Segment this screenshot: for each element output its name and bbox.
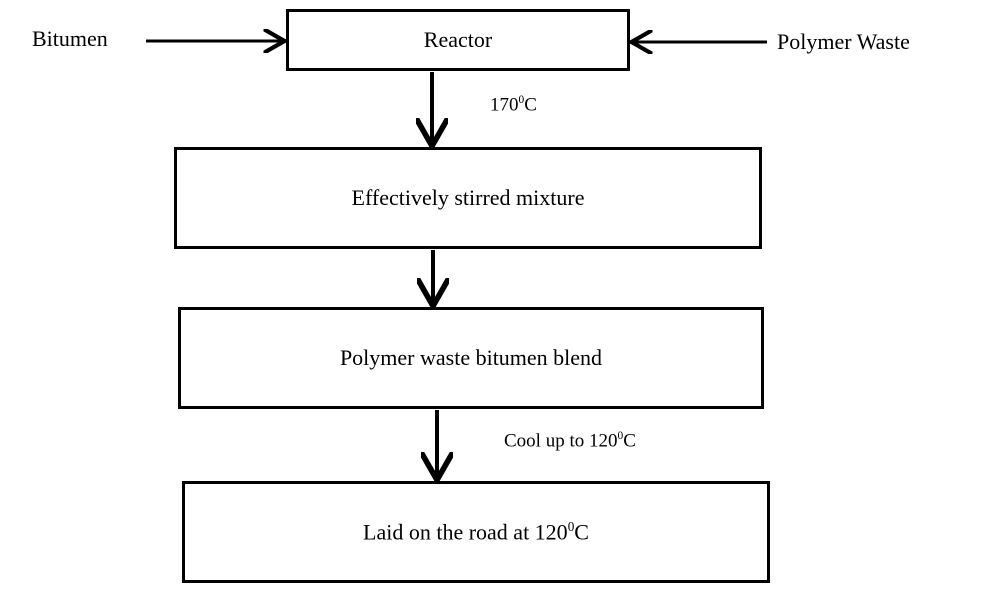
laid-on-road-box: Laid on the road at 1200C [182, 481, 770, 583]
reactor-label: Reactor [423, 27, 493, 52]
laid-degree-mark: 0 [567, 518, 575, 534]
cool-temp-unit: C [623, 430, 636, 452]
bitumen-input-label: Bitumen [32, 26, 108, 51]
reactor-box: Reactor [286, 9, 630, 71]
laid-unit: C [574, 519, 589, 545]
stirred-mixture-label: Effectively stirred mixture [351, 185, 585, 210]
polymer-blend-box: Polymer waste bitumen blend [178, 307, 764, 409]
cool-annotation: Cool up to 1200C [504, 430, 636, 452]
heat-degree-mark: 0 [518, 94, 525, 106]
heat-temp-value: 170 [490, 94, 519, 116]
cool-degree-mark: 0 [617, 430, 624, 442]
heat-temp-unit: C [524, 94, 537, 116]
laid-text: Laid on the road at 120 [363, 519, 568, 545]
stirred-mixture-box: Effectively stirred mixture [174, 147, 762, 249]
heat-annotation: 1700C [490, 94, 537, 116]
laid-on-road-label: Laid on the road at 1200C [363, 519, 589, 545]
polymer-waste-input-label: Polymer Waste [777, 29, 910, 54]
polymer-blend-label: Polymer waste bitumen blend [339, 345, 603, 370]
cool-temp-text: Cool up to 120 [504, 430, 618, 452]
